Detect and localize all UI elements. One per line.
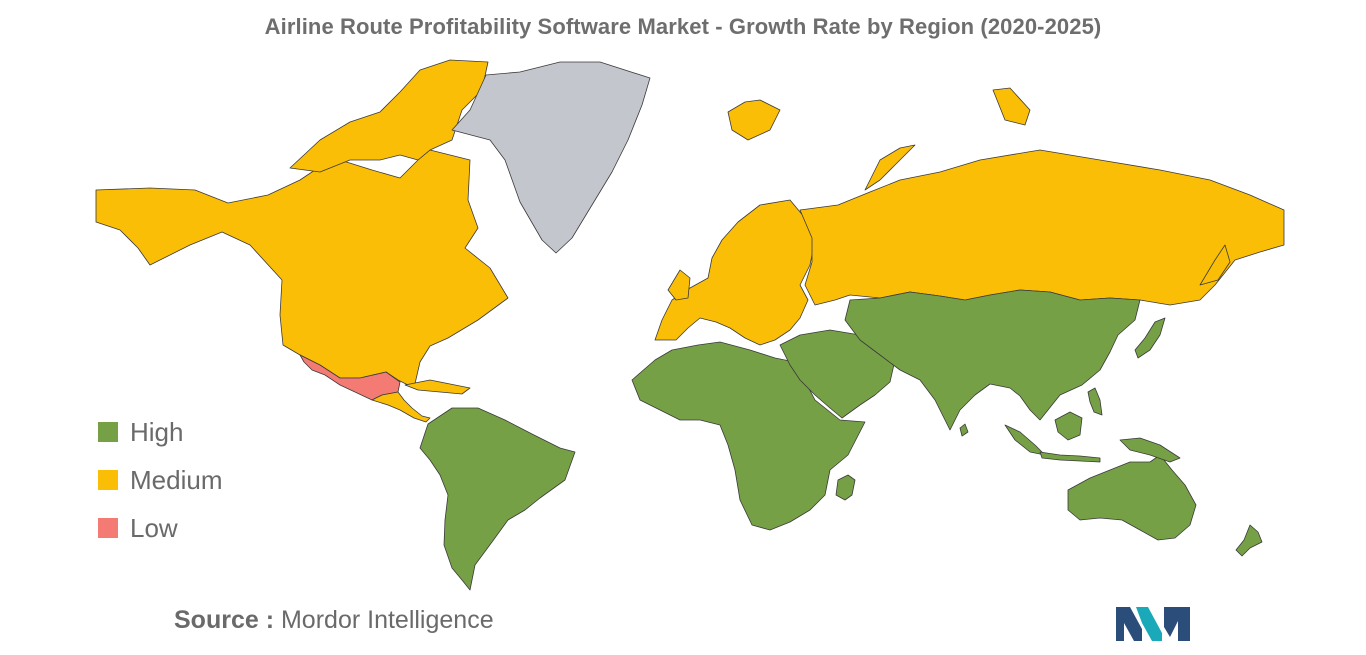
region-caribbean <box>404 379 471 395</box>
region-japan <box>1134 317 1166 359</box>
legend-label-low: Low <box>130 512 178 543</box>
region-uk <box>667 269 691 301</box>
legend-label-high: High <box>130 416 184 447</box>
region-indonesia-west <box>1004 424 1046 456</box>
region-borneo <box>1054 411 1083 441</box>
region-africa <box>631 341 866 531</box>
region-philippines <box>1087 387 1103 416</box>
source-note: Source : Mordor Intelligence <box>174 606 494 635</box>
region-svalbard <box>727 99 781 141</box>
region-arctic-russia-islands <box>992 87 1031 126</box>
region-sri-lanka <box>959 423 969 437</box>
region-novaya-zemlya <box>864 144 916 191</box>
legend-item-low: Low <box>98 504 222 552</box>
region-south-america <box>419 407 576 591</box>
legend-item-high: High <box>98 408 222 456</box>
region-asia <box>844 289 1141 431</box>
region-australia <box>1067 454 1197 541</box>
legend-swatch-low <box>98 518 118 538</box>
region-new-guinea <box>1119 437 1181 463</box>
region-indonesia-east <box>1039 451 1101 463</box>
legend-swatch-medium <box>98 470 118 490</box>
chart-title: Airline Route Profitability Software Mar… <box>264 14 1102 39</box>
logo-shape-right <box>1164 607 1190 641</box>
region-north-america <box>95 149 509 389</box>
logo-shape-mid <box>1136 607 1162 641</box>
logo-shape-left <box>1116 607 1142 641</box>
region-greenland <box>451 61 651 254</box>
source-prefix: Source : <box>174 606 275 634</box>
region-new-zealand <box>1235 524 1263 557</box>
region-arctic-islands <box>289 59 489 173</box>
legend-swatch-high <box>98 422 118 442</box>
region-middle-east <box>779 329 896 419</box>
source-text: Mordor Intelligence <box>280 606 494 634</box>
region-europe <box>654 199 816 346</box>
legend-item-medium: Medium <box>98 456 222 504</box>
mordor-intelligence-logo <box>1116 607 1190 641</box>
region-kamchatka <box>1199 244 1231 286</box>
region-madagascar <box>835 474 856 501</box>
region-central-america <box>371 391 431 423</box>
legend: High Medium Low <box>98 408 222 552</box>
legend-label-medium: Medium <box>130 464 223 495</box>
region-russia <box>799 149 1285 306</box>
